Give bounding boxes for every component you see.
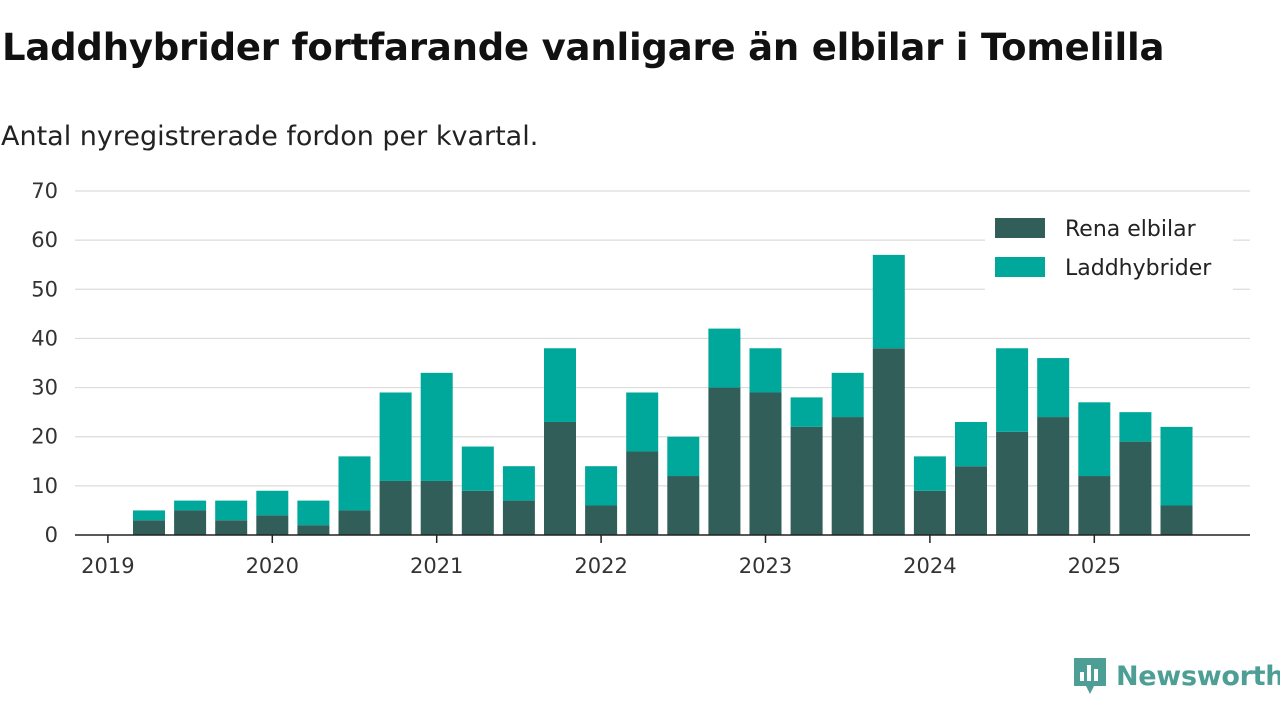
bar-laddhybrider: [955, 421, 987, 467]
bar-laddhybrider: [749, 348, 782, 393]
bar-laddhybrider: [831, 372, 864, 418]
bar-laddhybrider: [297, 500, 330, 526]
bar-rena-elbilar: [872, 348, 905, 535]
x-tick-label: 2024: [903, 554, 956, 578]
bar-rena-elbilar: [1037, 417, 1070, 535]
bar-rena-elbilar: [133, 520, 165, 535]
bar-laddhybrider: [667, 436, 700, 477]
y-tick-label: 10: [31, 474, 58, 498]
bar-laddhybrider: [544, 348, 576, 422]
bar-laddhybrider: [338, 456, 371, 511]
bar-rena-elbilar: [996, 431, 1029, 535]
bar-laddhybrider: [626, 392, 659, 452]
bar-rena-elbilar: [708, 387, 741, 535]
legend-swatch: [995, 257, 1045, 277]
bar-laddhybrider: [379, 392, 412, 481]
axes: 0 10 20 30 40 50 60 70 2019 2020 2021 2022 2023 2024 2…: [31, 179, 1250, 578]
bar-laddhybrider: [174, 500, 207, 511]
y-tick-label: 50: [31, 277, 58, 301]
bar-rena-elbilar: [215, 520, 248, 535]
bar-laddhybrider: [1078, 402, 1111, 477]
y-tick-label: 20: [31, 425, 58, 449]
bar-laddhybrider: [996, 348, 1029, 432]
bar-laddhybrider: [1037, 358, 1070, 418]
y-tick-label: 70: [31, 179, 58, 203]
bar-rena-elbilar: [174, 510, 207, 535]
bar-laddhybrider: [1160, 426, 1193, 506]
brand-name: Newsworthy: [1116, 660, 1280, 692]
x-tick-label: 2025: [1068, 554, 1121, 578]
y-tick-label: 0: [45, 523, 58, 547]
x-tick-label: 2023: [739, 554, 792, 578]
x-tick-label: 2021: [410, 554, 463, 578]
bar-rena-elbilar: [544, 421, 576, 535]
bar-laddhybrider: [585, 466, 618, 506]
bar-rena-elbilar: [297, 525, 330, 535]
bar-laddhybrider: [256, 490, 289, 516]
bar-rena-elbilar: [626, 451, 659, 535]
y-tick-label: 60: [31, 228, 58, 252]
bar-rena-elbilar: [1119, 441, 1152, 535]
bar-rena-elbilar: [461, 490, 494, 535]
bar-laddhybrider: [1119, 412, 1152, 442]
bar-laddhybrider: [133, 510, 165, 521]
bar-laddhybrider: [502, 466, 535, 501]
newsworthy-logo-icon: [1074, 658, 1106, 694]
y-tick-label: 40: [31, 326, 58, 350]
bar-laddhybrider: [913, 456, 946, 491]
bar-rena-elbilar: [1078, 476, 1111, 535]
bar-laddhybrider: [420, 372, 453, 481]
x-tick-label: 2020: [246, 554, 299, 578]
legend-label: Laddhybrider: [1065, 256, 1212, 281]
bar-rena-elbilar: [338, 510, 371, 535]
chart-title: Laddhybrider fortfarande vanligare än el…: [2, 26, 1165, 69]
bar-rena-elbilar: [1160, 505, 1193, 535]
bar-rena-elbilar: [256, 515, 289, 535]
x-tick-label: 2022: [574, 554, 627, 578]
bar-laddhybrider: [790, 397, 823, 427]
bar-rena-elbilar: [379, 480, 412, 535]
bar-rena-elbilar: [913, 490, 946, 535]
legend-label: Rena elbilar: [1065, 217, 1197, 242]
bar-laddhybrider: [461, 446, 494, 491]
bar-laddhybrider: [708, 328, 741, 388]
y-tick-label: 30: [31, 376, 58, 400]
brand-logo: Newsworthy: [1072, 656, 1280, 696]
bar-rena-elbilar: [502, 500, 535, 535]
legend: Rena elbilar Laddhybrider: [985, 210, 1233, 290]
bar-rena-elbilar: [585, 505, 618, 535]
chart-subtitle: Antal nyregistrerade fordon per kvartal.: [1, 121, 539, 152]
legend-swatch: [995, 218, 1045, 238]
bar-rena-elbilar: [667, 476, 700, 535]
bar-rena-elbilar: [790, 426, 823, 535]
x-tick-label: 2019: [81, 554, 134, 578]
bar-laddhybrider: [872, 254, 905, 349]
bar-rena-elbilar: [420, 480, 453, 535]
bar-rena-elbilar: [955, 466, 987, 535]
bar-rena-elbilar: [831, 417, 864, 535]
bars: [133, 254, 1193, 535]
bar-laddhybrider: [215, 500, 248, 521]
bar-rena-elbilar: [749, 392, 782, 535]
